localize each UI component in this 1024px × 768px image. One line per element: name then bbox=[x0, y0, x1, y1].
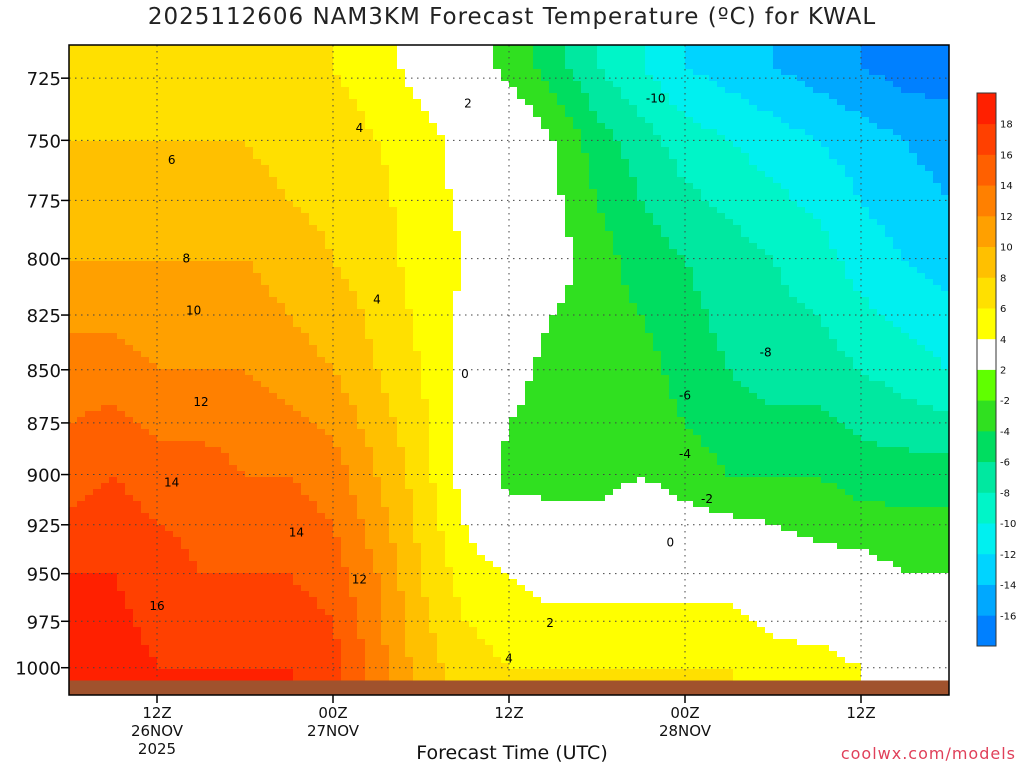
colorbar-swatch bbox=[977, 523, 996, 555]
x-tick-label: 12Z bbox=[142, 704, 171, 722]
credit-link[interactable]: coolwx.com/models bbox=[840, 744, 1016, 763]
colorbar-swatch bbox=[977, 584, 996, 616]
x-tick-label: 12Z bbox=[494, 704, 523, 722]
colorbar-tick-label: -8 bbox=[1000, 488, 1010, 499]
x-tick-label: 27NOV bbox=[307, 722, 360, 740]
contour-label: -8 bbox=[760, 345, 772, 359]
y-tick-label: 825 bbox=[27, 306, 61, 327]
colorbar-swatch bbox=[977, 154, 996, 186]
x-tick-label: 12Z bbox=[846, 704, 875, 722]
colorbar-tick-label: 6 bbox=[1000, 304, 1006, 315]
colorbar-tick-label: 10 bbox=[1000, 243, 1013, 254]
x-tick-label: 28NOV bbox=[659, 722, 712, 740]
contour-label: 2 bbox=[464, 96, 472, 110]
colorbar-tick-label: 14 bbox=[1000, 181, 1013, 192]
y-tick-label: 1000 bbox=[15, 659, 61, 680]
colorbar-swatch bbox=[977, 461, 996, 493]
y-tick-label: 725 bbox=[27, 69, 61, 90]
colorbar-swatch bbox=[977, 492, 996, 524]
x-axis-label: Forecast Time (UTC) bbox=[416, 742, 608, 764]
colorbar-swatch bbox=[977, 308, 996, 340]
contour-label: 4 bbox=[505, 652, 513, 666]
colorbar-tick-label: -12 bbox=[1000, 550, 1016, 561]
colorbar-tick-label: 8 bbox=[1000, 273, 1006, 284]
colorbar-tick-label: 18 bbox=[1000, 120, 1013, 131]
temperature-field bbox=[69, 45, 949, 695]
x-tick-label: 00Z bbox=[318, 704, 347, 722]
colorbar-tick-label: -6 bbox=[1000, 458, 1010, 469]
contour-label: -6 bbox=[679, 388, 691, 402]
contour-label: -4 bbox=[679, 447, 691, 461]
colorbar-swatch bbox=[977, 338, 996, 370]
contour-label: 0 bbox=[667, 536, 675, 550]
colorbar-tick-label: -10 bbox=[1000, 519, 1016, 530]
contour-label: 14 bbox=[289, 526, 304, 540]
contour-label: 10 bbox=[186, 304, 201, 318]
y-tick-label: 800 bbox=[27, 250, 61, 271]
contour-label: 12 bbox=[193, 395, 208, 409]
contour-label: 12 bbox=[352, 572, 367, 586]
contour-labels: 2 -10 4 6 8 4 10 0 -8 -6 12 -4 14 -2 14 0 12 16 2 4 bbox=[149, 91, 771, 665]
contour-label: -2 bbox=[701, 492, 713, 506]
colorbar-tick-label: 4 bbox=[1000, 335, 1006, 346]
colorbar-tick-label: -16 bbox=[1000, 611, 1016, 622]
colorbar-tick-label: 2 bbox=[1000, 366, 1006, 377]
colorbar-tick-label: -4 bbox=[1000, 427, 1010, 438]
grid-lines bbox=[69, 45, 949, 695]
y-axis: 725 750 775 800 825 850 875 900 925 950 975 1000 bbox=[15, 69, 69, 680]
x-tick-label: 00Z bbox=[670, 704, 699, 722]
colorbar-tick-label: -2 bbox=[1000, 396, 1010, 407]
contour-label: 14 bbox=[164, 476, 179, 490]
colorbar-swatch bbox=[977, 553, 996, 585]
contour-label: 16 bbox=[149, 599, 164, 613]
x-tick-label: 26NOV bbox=[131, 722, 184, 740]
y-tick-label: 875 bbox=[27, 414, 61, 435]
colorbar-swatch bbox=[977, 215, 996, 248]
colorbar-tick-label: 16 bbox=[1000, 150, 1013, 161]
y-tick-label: 925 bbox=[27, 516, 61, 537]
y-tick-label: 750 bbox=[27, 131, 61, 152]
colorbar-swatch bbox=[977, 615, 996, 647]
y-tick-label: 975 bbox=[27, 612, 61, 633]
y-tick-label: 900 bbox=[27, 466, 61, 487]
terrain bbox=[69, 680, 949, 695]
colorbar-tick-label: 12 bbox=[1000, 212, 1013, 223]
colorbar-tick-label: -14 bbox=[1000, 581, 1016, 592]
colorbar-swatch bbox=[977, 93, 996, 125]
y-tick-label: 775 bbox=[27, 191, 61, 212]
colorbar-swatch bbox=[977, 185, 996, 217]
colorbar-swatch bbox=[977, 369, 996, 401]
contour-label: -10 bbox=[646, 91, 666, 105]
colorbar-swatch bbox=[977, 123, 996, 155]
colorbar-swatch bbox=[977, 400, 996, 432]
colorbar-swatch bbox=[977, 277, 996, 309]
y-tick-label: 850 bbox=[27, 361, 61, 382]
contour-label: 0 bbox=[461, 367, 469, 381]
contour-label: 6 bbox=[168, 153, 176, 167]
x-tick-label: 2025 bbox=[138, 740, 176, 758]
colorbar-swatch bbox=[977, 246, 996, 278]
chart-title: 2025112606 NAM3KM Forecast Temperature (… bbox=[147, 4, 877, 30]
contour-label: 8 bbox=[183, 252, 191, 266]
contour-label: 4 bbox=[356, 121, 364, 135]
y-tick-label: 950 bbox=[27, 565, 61, 586]
contour-label: 4 bbox=[373, 292, 381, 306]
colorbar-swatch bbox=[977, 430, 996, 463]
colorbar: 18 16 14 12 10 8 6 4 2 -2 -4 -6 -8 -10 -12 -14 -16 bbox=[976, 92, 1016, 647]
contour-label: 2 bbox=[546, 616, 554, 630]
